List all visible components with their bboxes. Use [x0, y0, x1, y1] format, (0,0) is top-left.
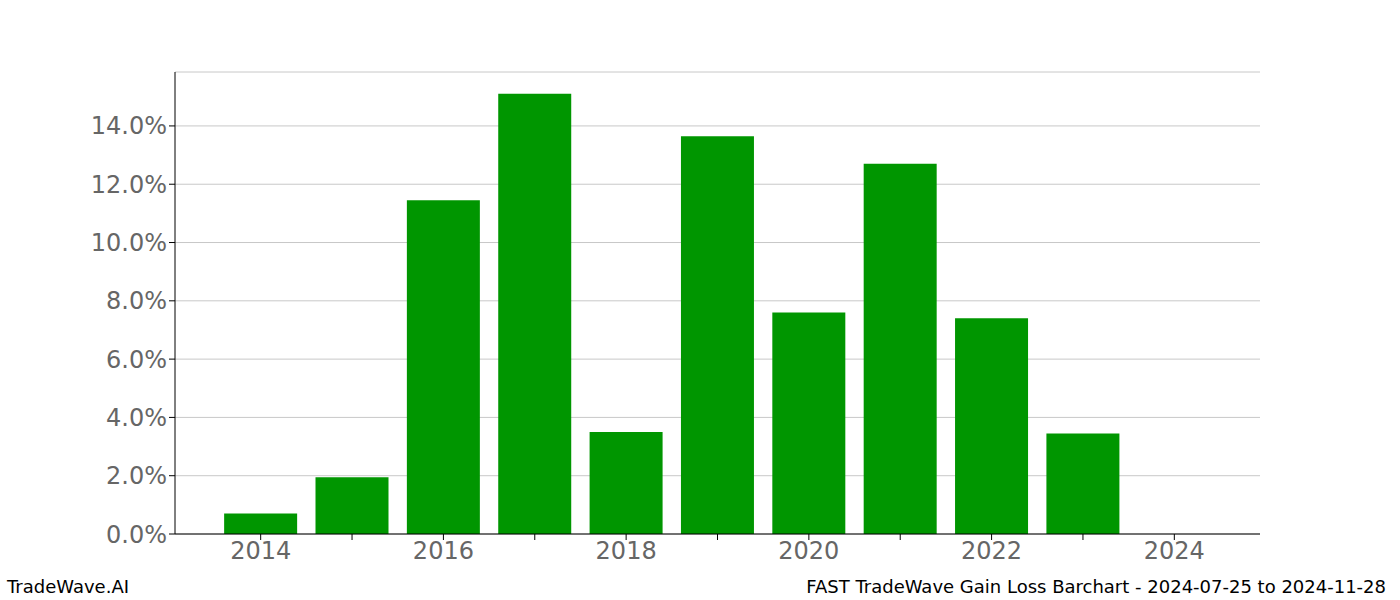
svg-text:2014: 2014	[230, 537, 291, 565]
svg-text:2020: 2020	[778, 537, 839, 565]
svg-text:2018: 2018	[596, 537, 657, 565]
svg-text:2016: 2016	[413, 537, 474, 565]
html-text:FAST TradeWave Gain Loss Barch: FAST TradeWave Gain Loss Barchart - 2024…	[806, 576, 1386, 597]
html-text:TradeWave.AI: TradeWave.AI	[7, 576, 129, 597]
svg-text:8.0%: 8.0%	[106, 287, 167, 315]
svg-text:12.0%: 12.0%	[91, 171, 167, 199]
svg-text:14.0%: 14.0%	[91, 112, 167, 140]
svg-text:0.0%: 0.0%	[106, 521, 167, 549]
svg-text:2024: 2024	[1144, 537, 1205, 565]
svg-text:4.0%: 4.0%	[106, 404, 167, 432]
svg-text:2022: 2022	[961, 537, 1022, 565]
svg-text:6.0%: 6.0%	[106, 346, 167, 374]
svg-text:10.0%: 10.0%	[91, 229, 167, 257]
svg-text:2.0%: 2.0%	[106, 462, 167, 490]
